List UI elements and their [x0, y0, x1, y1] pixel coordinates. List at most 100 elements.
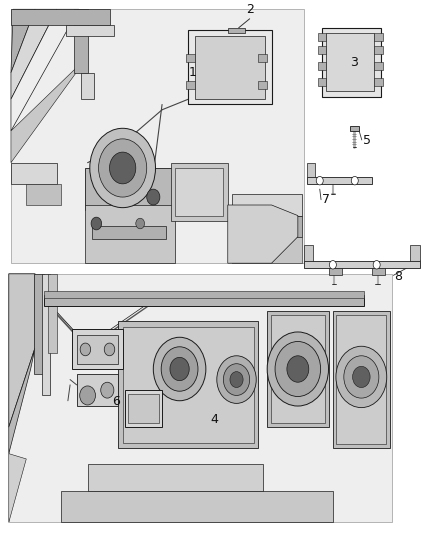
Circle shape [287, 356, 309, 382]
Polygon shape [48, 274, 57, 353]
Circle shape [373, 261, 380, 269]
Text: 7: 7 [322, 193, 330, 206]
Polygon shape [271, 315, 325, 423]
Polygon shape [72, 329, 123, 369]
Polygon shape [374, 78, 383, 86]
Polygon shape [92, 226, 166, 239]
Polygon shape [186, 54, 195, 62]
Circle shape [217, 356, 256, 403]
Circle shape [316, 176, 323, 185]
Polygon shape [171, 163, 228, 221]
Polygon shape [81, 72, 94, 99]
Polygon shape [128, 394, 159, 424]
Text: 6: 6 [112, 395, 120, 408]
Polygon shape [318, 78, 326, 86]
Polygon shape [307, 163, 315, 177]
Polygon shape [175, 168, 223, 215]
Circle shape [336, 346, 387, 408]
Polygon shape [307, 177, 372, 184]
Circle shape [161, 347, 198, 391]
Polygon shape [258, 54, 267, 62]
Polygon shape [267, 311, 328, 427]
Polygon shape [186, 80, 195, 88]
Text: 2: 2 [246, 3, 254, 15]
Circle shape [223, 364, 250, 395]
Polygon shape [232, 237, 302, 263]
Polygon shape [77, 335, 118, 364]
Polygon shape [11, 9, 35, 72]
Circle shape [147, 189, 160, 205]
Polygon shape [318, 33, 326, 41]
Polygon shape [350, 126, 359, 131]
Polygon shape [118, 321, 258, 448]
Polygon shape [88, 464, 263, 491]
Circle shape [101, 382, 114, 398]
Polygon shape [26, 184, 61, 205]
Circle shape [275, 342, 321, 397]
Text: 5: 5 [363, 134, 371, 147]
Polygon shape [232, 215, 302, 237]
Text: 3: 3 [350, 55, 358, 69]
Polygon shape [228, 28, 245, 33]
Polygon shape [11, 9, 57, 99]
Polygon shape [123, 327, 254, 443]
Polygon shape [258, 80, 267, 88]
Polygon shape [74, 9, 88, 72]
Circle shape [353, 366, 370, 387]
Polygon shape [61, 491, 333, 522]
Circle shape [170, 357, 189, 381]
Polygon shape [11, 9, 79, 131]
Circle shape [267, 332, 328, 406]
Circle shape [230, 372, 243, 387]
Polygon shape [9, 274, 392, 522]
Circle shape [99, 139, 147, 197]
Circle shape [104, 343, 115, 356]
Polygon shape [44, 295, 364, 305]
Polygon shape [85, 168, 175, 211]
Polygon shape [333, 311, 390, 448]
Polygon shape [9, 454, 26, 522]
Polygon shape [336, 315, 386, 444]
Polygon shape [326, 33, 374, 91]
Circle shape [136, 218, 145, 229]
Circle shape [80, 343, 91, 356]
Polygon shape [42, 274, 50, 395]
Polygon shape [11, 9, 110, 25]
Polygon shape [232, 195, 302, 215]
Polygon shape [318, 46, 326, 54]
Polygon shape [374, 62, 383, 70]
Circle shape [351, 176, 358, 185]
Text: 8: 8 [394, 270, 402, 283]
Circle shape [344, 356, 379, 398]
Polygon shape [195, 36, 265, 99]
Polygon shape [228, 205, 298, 263]
Polygon shape [374, 46, 383, 54]
Polygon shape [34, 274, 44, 374]
Polygon shape [11, 9, 304, 263]
Text: 1: 1 [188, 66, 196, 79]
Polygon shape [125, 390, 162, 427]
Polygon shape [77, 374, 118, 406]
Polygon shape [410, 245, 420, 261]
Circle shape [153, 337, 206, 401]
Circle shape [110, 152, 136, 184]
Polygon shape [66, 25, 114, 36]
Polygon shape [44, 290, 364, 297]
Polygon shape [318, 62, 326, 70]
Polygon shape [11, 57, 88, 163]
Circle shape [90, 128, 155, 208]
Circle shape [329, 261, 336, 269]
Polygon shape [322, 28, 381, 96]
Polygon shape [188, 30, 272, 104]
Polygon shape [9, 348, 35, 454]
Polygon shape [372, 269, 385, 275]
Polygon shape [9, 274, 35, 427]
Polygon shape [374, 33, 383, 41]
Polygon shape [304, 245, 313, 261]
Text: 4: 4 [211, 413, 219, 426]
Polygon shape [304, 261, 420, 269]
Polygon shape [85, 205, 175, 263]
Circle shape [91, 217, 102, 230]
Polygon shape [328, 269, 342, 275]
Circle shape [80, 386, 95, 405]
